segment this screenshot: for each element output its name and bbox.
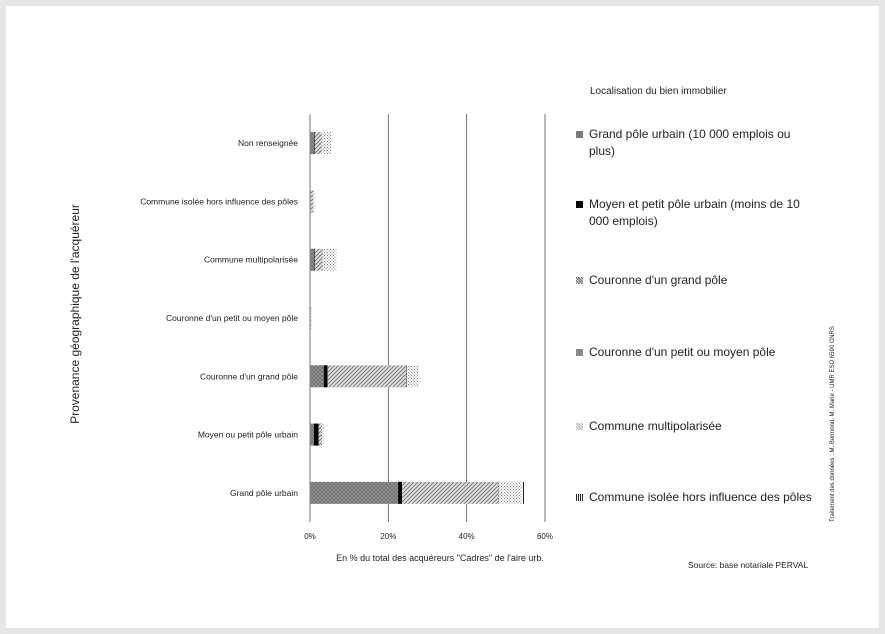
bar-segment	[522, 481, 525, 504]
y-category-label: Grand pôle urbain	[230, 488, 298, 498]
bar-segment	[310, 248, 314, 271]
bar-segment	[314, 132, 322, 155]
bar-segment	[310, 132, 314, 155]
bar-segment	[310, 365, 324, 388]
y-category-label: Commune multipolarisée	[204, 255, 298, 265]
bar-segment	[321, 423, 324, 446]
bar-segment	[323, 365, 328, 388]
legend-item: Moyen et petit pôle urbain (moins de 10 …	[576, 196, 816, 230]
legend-label: Commune isolée hors influence des pôles	[589, 490, 812, 504]
bar-segment	[407, 365, 419, 388]
bar-segment	[310, 307, 311, 329]
x-tick-label: 60%	[537, 532, 553, 541]
bar-segment	[310, 190, 314, 213]
legend-swatch	[576, 201, 583, 208]
legend-label: Grand pôle urbain (10 000 emplois ou plu…	[589, 127, 791, 158]
x-tick-label: 0%	[304, 532, 316, 541]
legend-item: Commune multipolarisée	[576, 418, 816, 435]
legend-swatch	[576, 494, 583, 501]
bar-segment	[498, 481, 499, 504]
y-axis-title: Provenance géographique de l'acquéreur	[68, 204, 82, 424]
bar-segment	[314, 248, 323, 271]
bar-segment	[318, 423, 321, 446]
bar-segment	[313, 190, 315, 213]
legend-label: Couronne d'un grand pôle	[589, 273, 728, 287]
legend-item: Commune isolée hors influence des pôles	[576, 489, 816, 506]
legend-label: Commune multipolarisée	[589, 419, 722, 433]
bar-segment	[321, 132, 332, 155]
y-category-label: Commune isolée hors influence des pôles	[140, 196, 298, 206]
y-category-label: Couronne d'un petit ou moyen pôle	[166, 313, 298, 323]
source-note: Source: base notariale PERVAL	[688, 560, 809, 570]
bar-segment	[310, 307, 311, 329]
x-axis-title: En % du total des acquéreurs "Cadres" de…	[336, 553, 544, 563]
y-category-label: Moyen ou petit pôle urbain	[198, 430, 298, 440]
bar-segment	[327, 365, 406, 388]
bar-segment	[313, 248, 315, 271]
x-tick-label: 40%	[459, 532, 475, 541]
bar-segment	[405, 365, 408, 388]
bar-segment	[402, 481, 498, 504]
chart: Non renseignée Commune isolée hors influe…	[68, 114, 553, 563]
bar-segment	[322, 248, 337, 271]
bar-segment	[398, 481, 403, 504]
bar-segment	[313, 423, 319, 446]
bar-segment	[310, 307, 312, 329]
chart-page: Non renseignée Commune isolée hors influe…	[6, 6, 879, 628]
legend-label: Moyen et petit pôle urbain (moins de 10 …	[589, 197, 800, 228]
legend-item: Couronne d'un petit ou moyen pôle	[576, 344, 816, 361]
bar-segment	[313, 132, 315, 155]
x-tick-label: 20%	[380, 532, 396, 541]
y-category-label: Non renseignée	[238, 138, 298, 148]
bar-segment	[498, 481, 523, 504]
legend-swatch	[576, 277, 583, 284]
y-category-label: Couronne d'un grand pôle	[200, 371, 298, 381]
bar-segment	[310, 423, 314, 446]
legend-title: Localisation du bien immobilier	[590, 86, 727, 97]
legend-swatch	[576, 423, 583, 430]
legend-swatch	[576, 131, 583, 138]
credit-note: Traitement des données : M. Bermond, M. …	[830, 326, 836, 522]
bar-segment	[310, 190, 311, 213]
bar-segment	[320, 423, 322, 446]
legend-label: Couronne d'un petit ou moyen pôle	[589, 345, 776, 359]
legend-item: Grand pôle urbain (10 000 emplois ou plu…	[576, 126, 816, 160]
bar-segment	[310, 481, 399, 504]
legend-item: Couronne d'un grand pôle	[576, 272, 816, 289]
legend-swatch	[576, 349, 583, 356]
